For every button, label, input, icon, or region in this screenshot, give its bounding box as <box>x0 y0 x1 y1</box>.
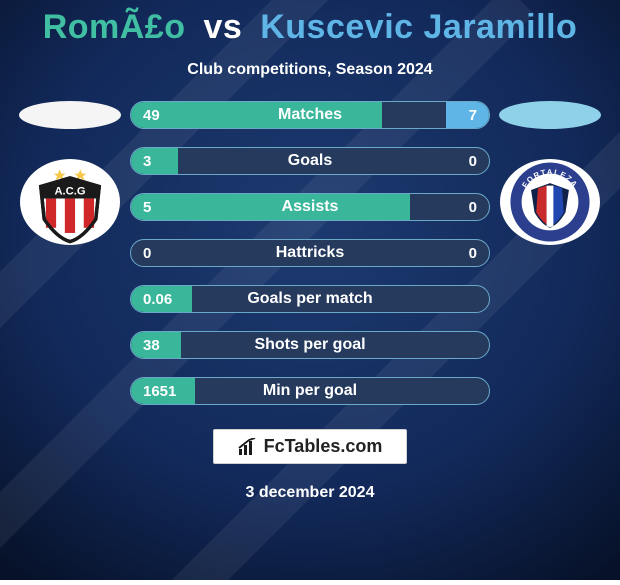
stats-column: 49Matches73Goals05Assists00Hattricks00.0… <box>130 101 490 405</box>
acg-text: A.C.G <box>54 185 85 197</box>
title-vs: vs <box>203 8 242 46</box>
stat-bar: 38Shots per goal <box>130 331 490 359</box>
stat-label: Goals per match <box>131 290 489 308</box>
stat-bar: 0Hattricks0 <box>130 239 490 267</box>
stat-bar: 49Matches7 <box>130 101 490 129</box>
left-ellipse <box>19 101 121 129</box>
acg-badge-icon: A.C.G <box>27 159 113 245</box>
stat-value-right: 0 <box>469 199 477 216</box>
title-player2: Kuscevic Jaramillo <box>260 8 577 46</box>
stat-bar: 3Goals0 <box>130 147 490 175</box>
stat-label: Shots per goal <box>131 336 489 354</box>
branding-text: FcTables.com <box>264 436 383 457</box>
stat-label: Assists <box>131 198 489 216</box>
main-row: A.C.G 49Matches73Goals05Assists00Hattric… <box>0 101 620 405</box>
stat-label: Goals <box>131 152 489 170</box>
left-team-column: A.C.G <box>10 101 130 245</box>
right-ellipse <box>499 101 601 129</box>
right-team-logo: FORTALEZA <box>500 159 600 245</box>
stat-value-right: 7 <box>469 107 477 124</box>
left-team-logo: A.C.G <box>20 159 120 245</box>
chart-icon <box>238 438 258 456</box>
page-title: RomÃ£o vs Kuscevic Jaramillo <box>43 8 578 47</box>
stat-value-right: 0 <box>469 245 477 262</box>
subtitle: Club competitions, Season 2024 <box>187 61 432 79</box>
stat-value-right: 0 <box>469 153 477 170</box>
title-player1: RomÃ£o <box>43 8 186 46</box>
stat-bar: 1651Min per goal <box>130 377 490 405</box>
right-team-column: FORTALEZA <box>490 101 610 245</box>
stat-label: Hattricks <box>131 244 489 262</box>
fortaleza-badge-icon: FORTALEZA <box>507 159 593 245</box>
stat-label: Matches <box>131 106 489 124</box>
stat-bar: 5Assists0 <box>130 193 490 221</box>
stat-bar: 0.06Goals per match <box>130 285 490 313</box>
date-text: 3 december 2024 <box>246 484 375 502</box>
branding-badge: FcTables.com <box>213 429 408 464</box>
stat-label: Min per goal <box>131 382 489 400</box>
content-root: RomÃ£o vs Kuscevic Jaramillo Club compet… <box>0 0 620 580</box>
